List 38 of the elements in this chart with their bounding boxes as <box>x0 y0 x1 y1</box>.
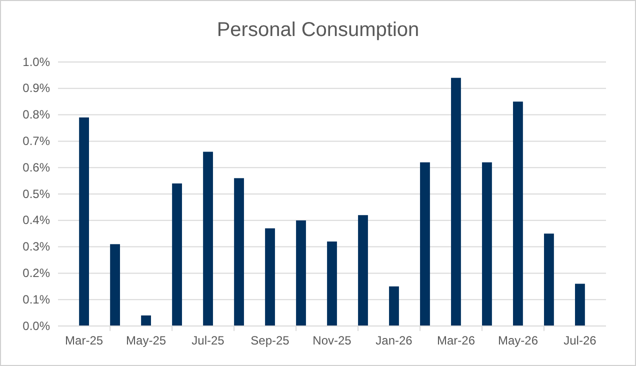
x-tick-label: May-26 <box>498 334 538 348</box>
bar <box>451 78 461 326</box>
x-tick-label: Jul-25 <box>192 334 225 348</box>
x-tick-label: Nov-25 <box>312 334 352 348</box>
x-tick-label: May-25 <box>126 334 166 348</box>
y-tick-label: 0.4% <box>22 213 50 228</box>
bar <box>358 215 368 326</box>
bar <box>172 183 182 326</box>
bar <box>389 286 399 326</box>
y-tick-label: 0.7% <box>22 134 50 148</box>
y-tick-label: 0.6% <box>22 160 50 174</box>
bar <box>513 102 523 326</box>
bar <box>265 228 275 326</box>
bar <box>544 234 554 326</box>
y-tick-label: 0.9% <box>22 81 50 96</box>
bar <box>482 162 492 326</box>
x-tick-label: Jul-26 <box>564 334 597 348</box>
bar <box>327 242 337 326</box>
x-tick-label: Mar-25 <box>65 334 104 348</box>
x-tick-label: Mar-26 <box>436 334 476 348</box>
y-tick-label: 0.8% <box>22 108 50 122</box>
bar <box>296 220 306 326</box>
bar <box>141 315 151 326</box>
y-tick-label: 0.1% <box>22 292 50 306</box>
bar <box>234 178 244 326</box>
bar <box>575 284 585 326</box>
x-tick-label: Sep-25 <box>250 334 290 348</box>
bar <box>420 162 430 326</box>
y-tick-label: 0.0% <box>22 318 50 333</box>
y-tick-label: 0.2% <box>22 266 50 280</box>
chart-title: Personal Consumption <box>216 19 420 41</box>
bar <box>203 152 213 326</box>
bar <box>110 244 120 326</box>
x-tick-label: Jan-26 <box>376 334 413 348</box>
bar <box>79 117 89 326</box>
y-tick-label: 0.5% <box>22 186 50 201</box>
y-tick-label: 1.0% <box>22 54 50 69</box>
y-tick-label: 0.3% <box>22 240 50 254</box>
